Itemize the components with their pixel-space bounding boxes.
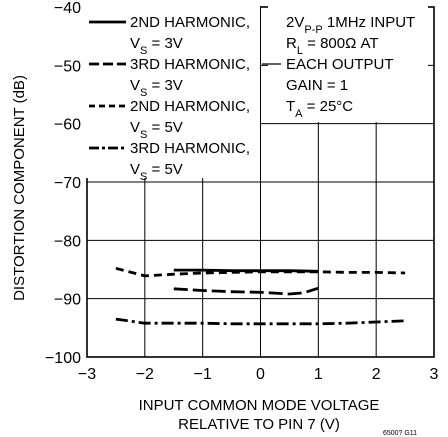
condition-load: RL = 800Ω AT: [286, 35, 379, 57]
x-axis-title-line2: RELATIVE TO PIN 7 (V): [178, 416, 340, 433]
condition-temperature: TA = 25°C: [286, 98, 353, 120]
legend-label-3rd-3v-line1: 3RD HARMONIC,: [130, 56, 250, 73]
series-line-2: [115, 266, 406, 278]
legend-label-3rd-5v-line1: 3RD HARMONIC,: [130, 140, 250, 157]
x-tick-label: 1: [314, 366, 323, 383]
test-conditions: 2VP-P 1MHz INPUT RL = 800Ω AT EACH OUTPU…: [262, 6, 428, 122]
y-tick-label: −40: [54, 0, 81, 17]
y-tick-label: −50: [54, 58, 81, 75]
series-line-1: [173, 286, 319, 296]
figure-id: 6500? G11: [383, 430, 417, 437]
legend-label-2nd-3v-line1: 2ND HARMONIC,: [130, 14, 250, 31]
tick-labels: −3 −2 −1 0 1 2 3 −40 −50 −60 −70 −80 −90 −100: [45, 0, 439, 383]
x-tick-label: −2: [136, 366, 154, 383]
series-lines: [115, 266, 406, 326]
series-line-3: [115, 317, 406, 326]
y-tick-label: −60: [54, 117, 81, 134]
x-tick-label: 0: [256, 366, 265, 383]
conditions-background: [268, 6, 428, 122]
y-tick-label: −70: [54, 175, 81, 192]
y-tick-label: −90: [54, 292, 81, 309]
condition-gain: GAIN = 1: [286, 77, 348, 94]
x-axis-title-line1: INPUT COMMON MODE VOLTAGE: [139, 397, 380, 414]
legend-label-3rd-5v-line2: VS = 5V: [130, 161, 183, 183]
legend-label-2nd-5v-line1: 2ND HARMONIC,: [130, 98, 250, 115]
x-tick-label: 2: [372, 366, 381, 383]
x-tick-label: 3: [430, 366, 439, 383]
x-tick-label: −3: [78, 366, 96, 383]
y-tick-label: −100: [45, 350, 81, 367]
y-tick-label: −80: [54, 233, 81, 250]
condition-each-output: EACH OUTPUT: [286, 56, 394, 73]
x-tick-label: −1: [194, 366, 212, 383]
plot-frame: [86, 6, 435, 358]
y-axis-title: DISTORTION COMPONENT (dB): [11, 75, 28, 301]
legend: 2ND HARMONIC, VS = 3V 3RD HARMONIC, VS =…: [86, 6, 260, 183]
